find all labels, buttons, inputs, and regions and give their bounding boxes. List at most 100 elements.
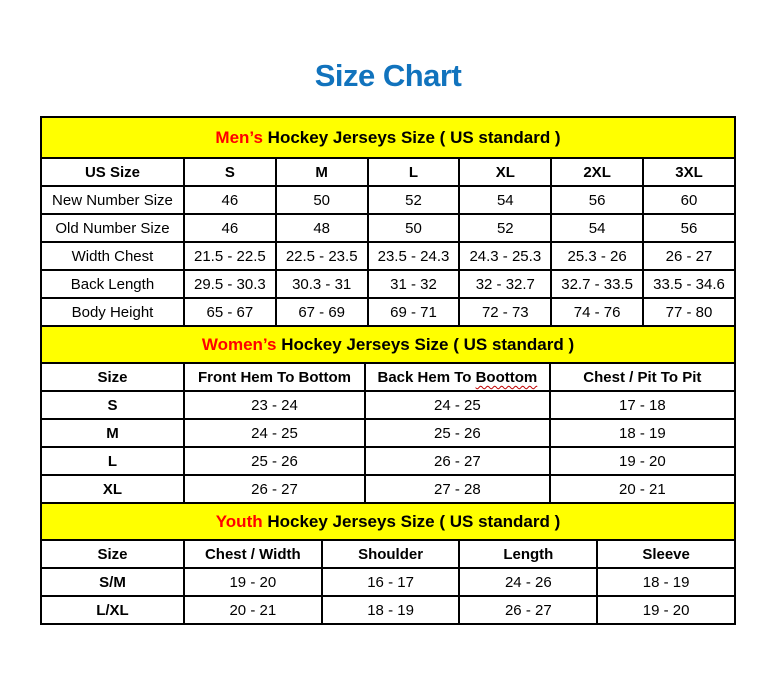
column-header-cell: L xyxy=(366,157,461,187)
column-header-cell: S xyxy=(182,157,277,187)
back-hem-misspelled-word: Boottom xyxy=(475,369,538,386)
table-row: Back Length 29.5 - 30.3 30.3 - 31 31 - 3… xyxy=(40,269,736,299)
value-cell: 17 - 18 xyxy=(548,390,737,420)
column-header-cell: 3XL xyxy=(642,157,736,187)
value-cell: 25 - 26 xyxy=(182,446,367,476)
value-cell: 18 - 19 xyxy=(548,418,737,448)
value-cell: 54 xyxy=(550,213,645,243)
column-header-cell: Size xyxy=(40,362,185,392)
value-cell: 16 - 17 xyxy=(320,567,461,597)
row-label-cell: XL xyxy=(40,474,185,504)
table-row: L/XL 20 - 21 18 - 19 26 - 27 19 - 20 xyxy=(40,595,736,625)
column-header-cell: XL xyxy=(458,157,553,187)
column-header-cell: Back Hem To Boottom xyxy=(364,362,551,392)
value-cell: 46 xyxy=(182,213,277,243)
table-row: S 23 - 24 24 - 25 17 - 18 xyxy=(40,390,737,420)
row-label-cell: L/XL xyxy=(40,595,185,625)
value-cell: 50 xyxy=(274,185,369,215)
row-label-cell: New Number Size xyxy=(40,185,185,215)
value-cell: 32.7 - 33.5 xyxy=(550,269,645,299)
value-cell: 18 - 19 xyxy=(320,595,461,625)
value-cell: 52 xyxy=(458,213,553,243)
column-header-cell: Sleeve xyxy=(596,539,736,569)
column-header-cell: Size xyxy=(40,539,185,569)
value-cell: 20 - 21 xyxy=(548,474,737,504)
mens-section-header-highlight: Men’s xyxy=(215,128,263,147)
table-row: Width Chest 21.5 - 22.5 22.5 - 23.5 23.5… xyxy=(40,241,736,271)
value-cell: 27 - 28 xyxy=(364,474,551,504)
value-cell: 60 xyxy=(642,185,736,215)
value-cell: 46 xyxy=(182,185,277,215)
value-cell: 20 - 21 xyxy=(182,595,323,625)
value-cell: 24 - 25 xyxy=(364,390,551,420)
value-cell: 26 - 27 xyxy=(364,446,551,476)
value-cell: 69 - 71 xyxy=(366,297,461,327)
value-cell: 52 xyxy=(366,185,461,215)
value-cell: 24 - 26 xyxy=(458,567,599,597)
back-hem-prefix: Back Hem To xyxy=(377,369,476,386)
youth-size-table: Size Chest / Width Shoulder Length Sleev… xyxy=(40,539,736,625)
row-label-cell: Body Height xyxy=(40,297,185,327)
column-header-cell: Chest / Pit To Pit xyxy=(548,362,737,392)
column-header-cell: US Size xyxy=(40,157,185,187)
value-cell: 25 - 26 xyxy=(364,418,551,448)
row-label-cell: Old Number Size xyxy=(40,213,185,243)
mens-section-header: Men’s Hockey Jerseys Size ( US standard … xyxy=(40,116,736,159)
column-header-cell: Front Hem To Bottom xyxy=(182,362,367,392)
row-label-cell: Back Length xyxy=(40,269,185,299)
value-cell: 24 - 25 xyxy=(182,418,367,448)
womens-section-header: Women’s Hockey Jerseys Size ( US standar… xyxy=(40,325,736,364)
value-cell: 65 - 67 xyxy=(182,297,277,327)
table-row: New Number Size 46 50 52 54 56 60 xyxy=(40,185,736,215)
value-cell: 74 - 76 xyxy=(550,297,645,327)
value-cell: 19 - 20 xyxy=(182,567,323,597)
column-header-cell: M xyxy=(274,157,369,187)
value-cell: 29.5 - 30.3 xyxy=(182,269,277,299)
value-cell: 56 xyxy=(642,213,736,243)
value-cell: 26 - 27 xyxy=(458,595,599,625)
column-header-cell: Chest / Width xyxy=(182,539,323,569)
value-cell: 23.5 - 24.3 xyxy=(366,241,461,271)
value-cell: 31 - 32 xyxy=(366,269,461,299)
womens-section-header-text: Hockey Jerseys Size ( US standard ) xyxy=(276,335,575,354)
womens-section-header-highlight: Women’s xyxy=(201,335,277,354)
column-header-cell: Length xyxy=(458,539,599,569)
value-cell: 19 - 20 xyxy=(548,446,737,476)
table-row: Body Height 65 - 67 67 - 69 69 - 71 72 -… xyxy=(40,297,736,327)
value-cell: 18 - 19 xyxy=(596,567,736,597)
table-row: L 25 - 26 26 - 27 19 - 20 xyxy=(40,446,737,476)
mens-size-table: US Size S M L XL 2XL 3XL New Number Size… xyxy=(40,157,736,327)
value-cell: 19 - 20 xyxy=(596,595,736,625)
value-cell: 67 - 69 xyxy=(274,297,369,327)
row-label-cell: M xyxy=(40,418,185,448)
value-cell: 32 - 32.7 xyxy=(458,269,553,299)
table-header-row: Size Front Hem To Bottom Back Hem To Boo… xyxy=(40,362,737,392)
value-cell: 33.5 - 34.6 xyxy=(642,269,736,299)
row-label-cell: L xyxy=(40,446,185,476)
table-row: XL 26 - 27 27 - 28 20 - 21 xyxy=(40,474,737,504)
table-row: S/M 19 - 20 16 - 17 24 - 26 18 - 19 xyxy=(40,567,736,597)
table-header-row: US Size S M L XL 2XL 3XL xyxy=(40,157,736,187)
size-chart: Men’s Hockey Jerseys Size ( US standard … xyxy=(40,116,737,625)
value-cell: 26 - 27 xyxy=(182,474,367,504)
column-header-cell: 2XL xyxy=(550,157,645,187)
youth-section-header: Youth Hockey Jerseys Size ( US standard … xyxy=(40,502,736,541)
value-cell: 77 - 80 xyxy=(642,297,736,327)
table-row: M 24 - 25 25 - 26 18 - 19 xyxy=(40,418,737,448)
value-cell: 26 - 27 xyxy=(642,241,736,271)
value-cell: 50 xyxy=(366,213,461,243)
value-cell: 23 - 24 xyxy=(182,390,367,420)
youth-section-header-text: Hockey Jerseys Size ( US standard ) xyxy=(262,512,561,531)
row-label-cell: S xyxy=(40,390,185,420)
value-cell: 72 - 73 xyxy=(458,297,553,327)
value-cell: 48 xyxy=(274,213,369,243)
value-cell: 21.5 - 22.5 xyxy=(182,241,277,271)
mens-section-header-text: Hockey Jerseys Size ( US standard ) xyxy=(262,128,561,147)
row-label-cell: S/M xyxy=(40,567,185,597)
table-header-row: Size Chest / Width Shoulder Length Sleev… xyxy=(40,539,736,569)
value-cell: 54 xyxy=(458,185,553,215)
row-label-cell: Width Chest xyxy=(40,241,185,271)
page-title: Size Chart xyxy=(314,58,462,93)
value-cell: 30.3 - 31 xyxy=(274,269,369,299)
value-cell: 24.3 - 25.3 xyxy=(458,241,553,271)
